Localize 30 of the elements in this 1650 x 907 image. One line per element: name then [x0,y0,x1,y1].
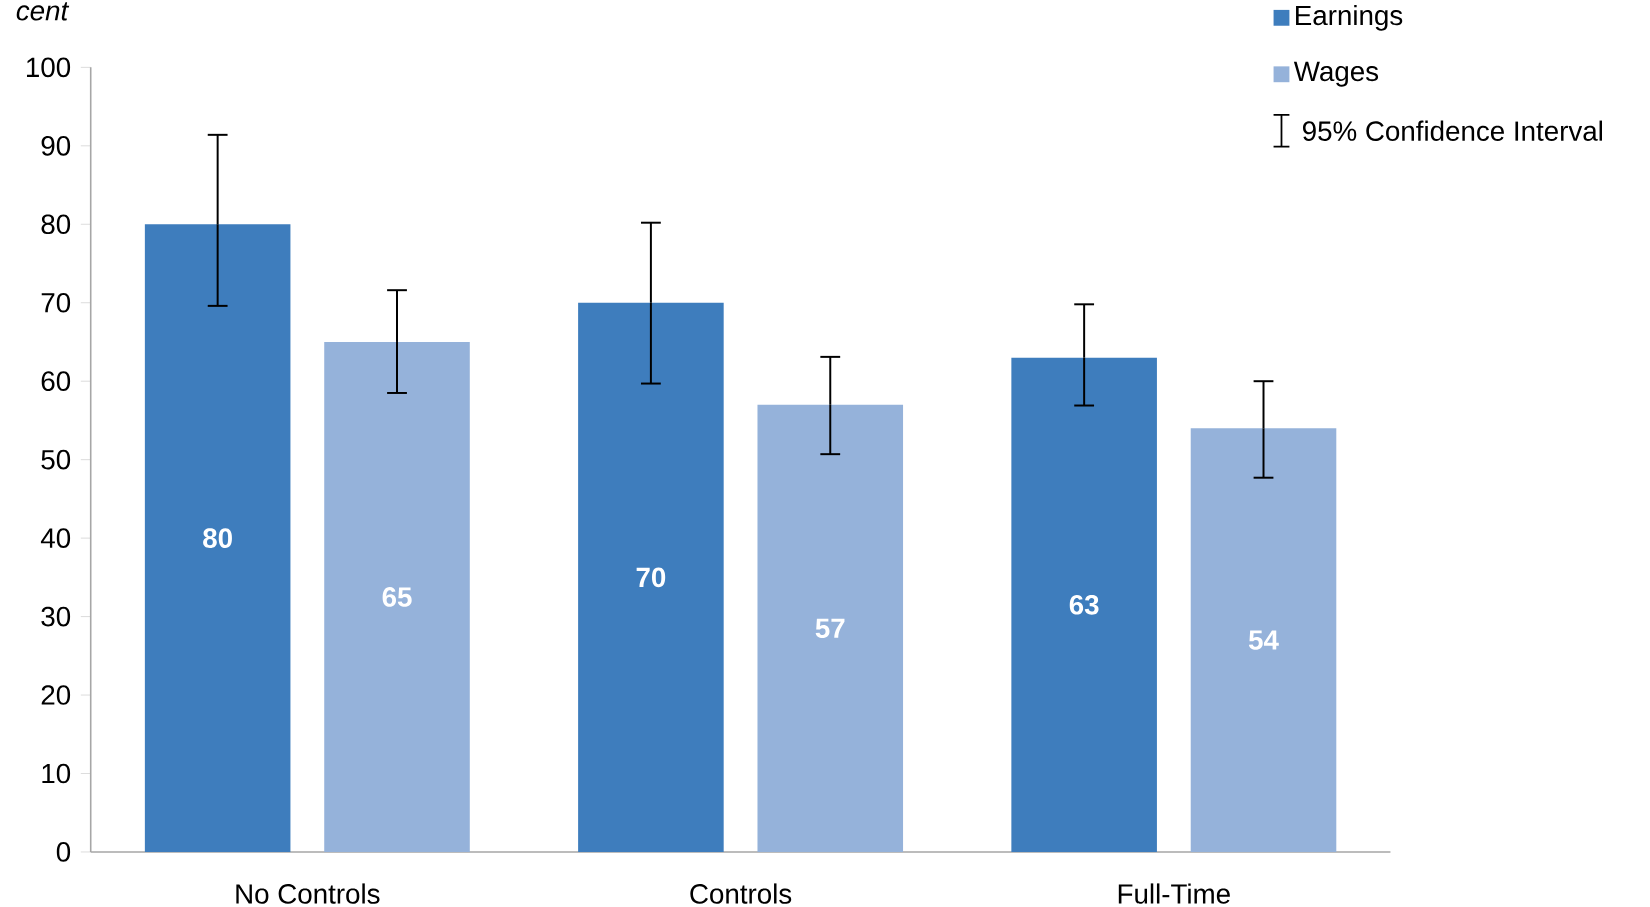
y-tick-label: 10 [42,763,71,784]
data-label: 57 [815,618,845,638]
data-label: 70 [636,567,666,587]
legend-label: Earnings [1296,4,1403,31]
y-tick-label: 90 [41,135,71,156]
y-tick-label: 30 [41,606,71,627]
legend-label: Wages [1293,61,1379,87]
bar [578,302,724,852]
y-tick-label: 60 [41,371,71,391]
x-tick-label: Controls [690,883,792,904]
annotation: 95% Confidence Interval [1303,120,1603,141]
bar [144,224,291,852]
data-label: 54 [1248,630,1279,650]
y-tick-label: 80 [41,214,71,234]
x-tick-label: No Controls [236,883,380,904]
y-tick-label: 40 [40,528,71,548]
bar [757,404,904,852]
y-tick-label: 70 [41,292,71,313]
y-tick-label: 0 [56,841,71,862]
y-tick-label: 100 [26,57,71,77]
x-tick-label: Full-Time [1118,883,1230,904]
bar [324,341,470,852]
y-tick-label: 20 [41,684,71,705]
y-axis-title: cent [16,2,70,21]
bar [1011,357,1157,852]
y-tick-label: 50 [41,449,71,470]
data-label: 80 [203,528,232,548]
data-label: 63 [1069,594,1099,615]
bar [1190,428,1337,852]
data-label: 65 [382,586,412,607]
